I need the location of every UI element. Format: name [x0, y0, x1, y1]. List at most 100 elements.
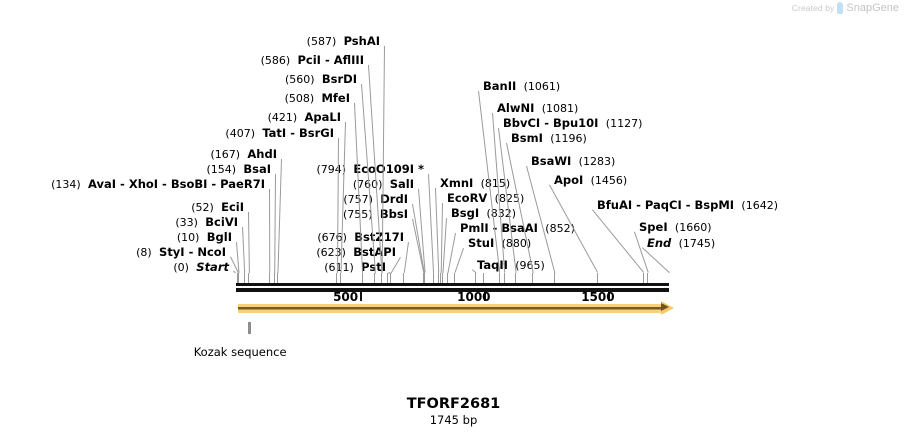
site-enzymes: AhdI — [247, 147, 277, 161]
restriction-site-label[interactable]: (8) StyI - NcoI — [136, 246, 226, 259]
site-enzymes: BfuAI - PaqCI - BspMI — [597, 198, 735, 212]
minor-tick — [437, 273, 439, 283]
minor-tick — [642, 273, 644, 283]
ruler-tick-1500 — [608, 292, 611, 301]
site-enzymes: ApaLI — [304, 110, 342, 124]
site-enzymes: Start — [196, 260, 229, 274]
orf-arrow-body — [238, 304, 661, 313]
site-position: (167) — [210, 148, 241, 161]
minor-tick — [237, 273, 239, 283]
restriction-site-label[interactable]: (167) AhdI — [210, 148, 277, 161]
page-title: TFORF2681 — [406, 396, 501, 412]
snapgene-watermark: Created by SnapGene — [792, 2, 899, 14]
sequence-length: 1745 bp — [429, 413, 478, 427]
site-enzymes: PciI - AflIII — [297, 53, 364, 67]
site-position: (1127) — [605, 117, 643, 130]
site-position: (10) — [176, 231, 200, 244]
restriction-site-label[interactable]: BsmI (1196) — [511, 132, 587, 145]
minor-tick — [483, 273, 485, 283]
site-enzymes: PmlI - BsaAI — [460, 221, 538, 235]
site-enzymes: EcoRV — [447, 191, 488, 205]
site-enzymes: BbvCI - Bpu10I — [503, 116, 599, 130]
watermark-brand: SnapGene — [846, 2, 899, 14]
site-position: (1745) — [678, 237, 716, 250]
ruler-tick-label: 1000 — [457, 290, 491, 304]
restriction-site-label[interactable]: (587) PshAI — [307, 35, 380, 48]
restriction-site-label[interactable]: (508) MfeI — [285, 92, 350, 105]
site-position: (1456) — [590, 174, 628, 187]
minor-tick — [424, 273, 426, 283]
minor-tick — [647, 273, 649, 283]
restriction-site-label[interactable]: SpeI (1660) — [639, 221, 711, 234]
restriction-site-labels: (587) PshAI (586) PciI - AflIII (560) BsrD… — [51, 35, 778, 274]
restriction-site-label[interactable]: (623) BstAPI — [316, 246, 396, 259]
restriction-site-label[interactable]: (10) BglI — [177, 231, 232, 244]
minor-tick — [248, 273, 250, 283]
site-enzymes: BanII — [483, 79, 517, 93]
orf-arrow[interactable] — [238, 301, 674, 315]
site-enzymes: MfeI — [321, 91, 350, 105]
site-enzymes: BciVI — [205, 215, 238, 229]
ruler-bar-top — [236, 283, 669, 286]
minor-tick — [390, 273, 392, 283]
site-enzymes: TatI - BsrGI — [262, 126, 334, 140]
restriction-site-label[interactable]: StuI (880) — [468, 237, 531, 250]
site-enzymes: SalI — [389, 177, 414, 191]
orf-arrow-head-core — [661, 303, 669, 311]
restriction-site-label[interactable]: BanII (1061) — [483, 80, 560, 93]
restriction-site-label[interactable]: TaqII (965) — [477, 259, 545, 272]
restriction-site-label[interactable]: BfuAI - PaqCI - BspMI (1642) — [597, 199, 778, 212]
feature-marker[interactable] — [247, 322, 251, 334]
minor-tick — [403, 273, 405, 283]
restriction-site-label[interactable]: (560) BsrDI — [285, 73, 357, 86]
minor-tick — [596, 273, 598, 283]
restriction-site-label[interactable]: ApoI (1456) — [554, 174, 627, 187]
site-position: (676) — [317, 231, 347, 244]
ruler-bar-bottom — [236, 288, 669, 292]
restriction-site-label[interactable]: (154) BsaI — [206, 163, 271, 176]
site-enzymes: End — [647, 236, 672, 250]
restriction-site-label[interactable]: (0) Start — [173, 261, 229, 274]
minor-tick — [336, 273, 338, 283]
restriction-site-label[interactable]: (757) DrdI — [343, 193, 408, 206]
site-enzymes: DrdI — [380, 192, 408, 206]
restriction-site-label[interactable]: PmlI - BsaAI (852) — [460, 222, 575, 235]
site-enzymes: BsaI — [243, 162, 271, 176]
site-enzymes: BsgI — [451, 206, 480, 220]
minor-tick — [553, 273, 555, 283]
site-position: (1081) — [541, 102, 579, 115]
restriction-site-label[interactable]: (755) BbsI — [343, 208, 408, 221]
site-enzymes: BglI — [206, 230, 232, 244]
minor-tick — [515, 273, 517, 283]
minor-tick — [440, 273, 442, 283]
restriction-site-label[interactable]: (52) EciI — [191, 201, 244, 214]
restriction-site-label[interactable]: (33) BciVI — [175, 216, 238, 229]
restriction-site-label[interactable]: (134) AvaI - XhoI - BsoBI - PaeR7I — [51, 178, 265, 191]
restriction-site-label[interactable]: BbvCI - Bpu10I (1127) — [503, 117, 642, 130]
restriction-site-label[interactable]: (407) TatI - BsrGI — [225, 127, 334, 140]
minor-tick — [453, 273, 455, 283]
minor-tick — [432, 273, 434, 283]
minor-tick — [361, 273, 363, 283]
minor-tick — [474, 273, 476, 283]
site-enzymes: BsaWI — [531, 154, 572, 168]
site-enzymes: TaqII — [477, 258, 508, 272]
minor-tick — [446, 273, 448, 283]
site-position: (407) — [225, 127, 255, 140]
site-position: (154) — [206, 163, 237, 176]
minor-tick — [381, 273, 383, 283]
minor-tick — [532, 273, 534, 283]
site-position: (755) — [342, 208, 373, 221]
site-position: (421) — [267, 111, 298, 124]
ruler-tick-500 — [360, 292, 363, 301]
restriction-site-label[interactable]: End (1745) — [647, 237, 715, 250]
minor-tick — [498, 273, 500, 283]
restriction-site-label[interactable]: AlwNI (1081) — [497, 102, 578, 115]
restriction-site-label[interactable]: BsaWI (1283) — [531, 155, 615, 168]
site-position: (611) — [324, 261, 354, 274]
restriction-site-label[interactable]: (421) ApaLI — [268, 111, 341, 124]
minor-tick — [423, 273, 425, 283]
site-enzymes: AvaI - XhoI - BsoBI - PaeR7I — [88, 177, 265, 191]
restriction-site-label[interactable]: (586) PciI - AflIII — [261, 54, 364, 67]
